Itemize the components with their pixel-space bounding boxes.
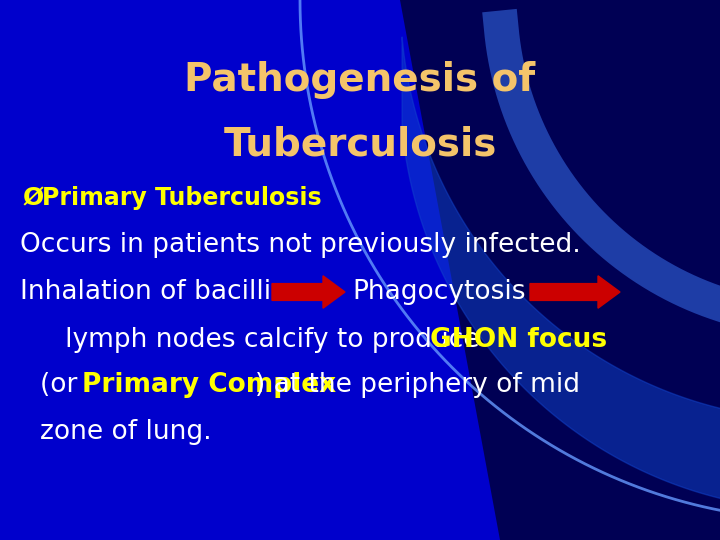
Text: Inhalation of bacilli: Inhalation of bacilli (20, 279, 271, 305)
Text: Phagocytosis: Phagocytosis (352, 279, 526, 305)
Text: Ø: Ø (22, 186, 43, 210)
Text: (or: (or (40, 372, 86, 398)
FancyArrow shape (530, 276, 620, 308)
Text: zone of lung.: zone of lung. (40, 419, 212, 445)
Text: Primary Tuberculosis: Primary Tuberculosis (42, 186, 322, 210)
Text: ) at the periphery of mid: ) at the periphery of mid (255, 372, 580, 398)
Text: Tuberculosis: Tuberculosis (223, 126, 497, 164)
Text: lymph nodes calcify to produce: lymph nodes calcify to produce (40, 327, 488, 353)
Text: GHON focus: GHON focus (430, 327, 607, 353)
Text: Pathogenesis of: Pathogenesis of (184, 61, 536, 99)
Polygon shape (400, 0, 720, 540)
FancyArrow shape (272, 276, 345, 308)
Text: Occurs in patients not previously infected.: Occurs in patients not previously infect… (20, 232, 581, 258)
Text: Primary Complex: Primary Complex (82, 372, 336, 398)
